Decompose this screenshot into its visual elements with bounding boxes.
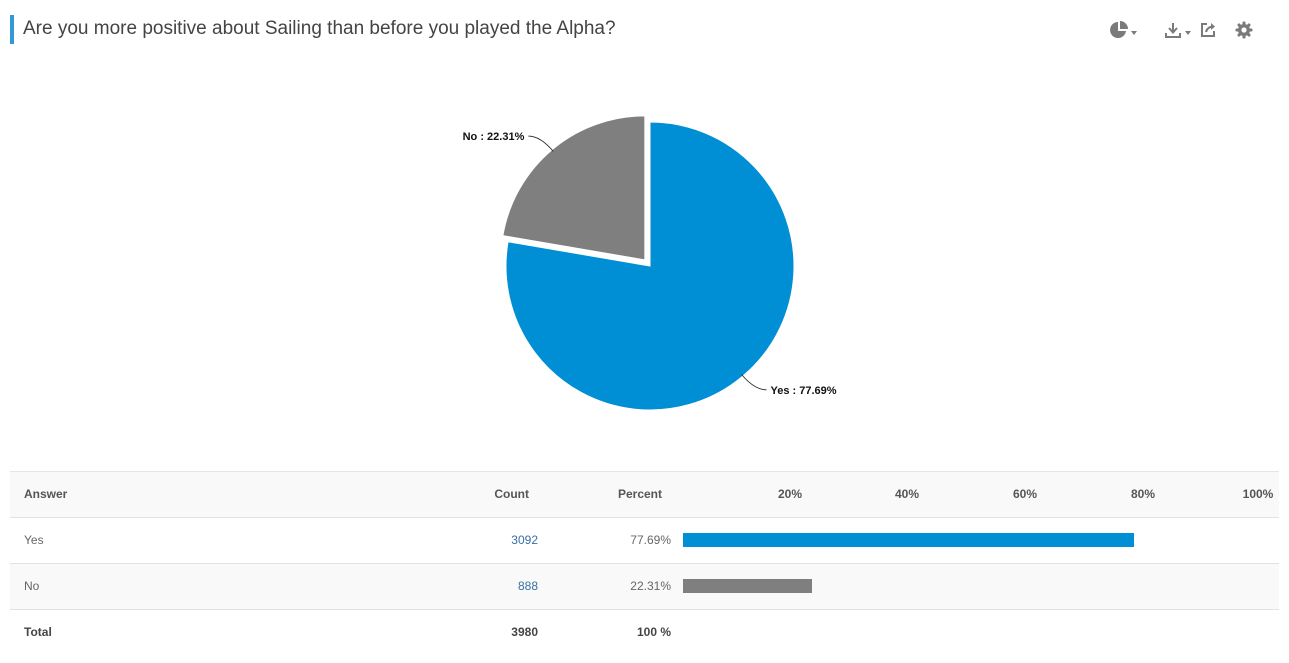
axis-tick-80: 80% [1130, 487, 1156, 501]
download-icon [1165, 23, 1181, 38]
results-table: Answer Count Percent 20% 40% 60% 80% 100… [10, 471, 1279, 655]
count-column-header: Count [494, 487, 529, 501]
table-row-no: No 888 22.31% [10, 564, 1279, 610]
share-button[interactable] [1199, 18, 1217, 42]
settings-button[interactable] [1235, 18, 1253, 42]
title-accent-bar [10, 15, 14, 44]
answer-cell: Yes [24, 533, 44, 547]
chart-type-button[interactable] [1110, 18, 1137, 42]
axis-tick-100: 100% [1242, 487, 1274, 501]
axis-tick-60: 60% [1012, 487, 1038, 501]
download-button[interactable] [1164, 18, 1191, 42]
page-title: Are you more positive about Sailing than… [23, 18, 616, 39]
total-percent: 100 % [636, 625, 671, 639]
total-label: Total [24, 625, 52, 639]
chevron-down-icon [1185, 31, 1191, 35]
total-count: 3980 [511, 625, 538, 639]
percent-cell: 22.31% [630, 579, 671, 593]
share-icon [1201, 23, 1215, 37]
percent-column-header: Percent [617, 487, 662, 501]
answer-column-header: Answer [24, 487, 68, 501]
table-row-yes: Yes 3092 77.69% [10, 518, 1279, 564]
axis-tick-20: 20% [777, 487, 803, 501]
chart-type-icon [1110, 21, 1128, 38]
pie-label-connector [528, 135, 554, 152]
table-header-row: Answer Count Percent 20% 40% 60% 80% 100… [10, 472, 1279, 518]
pie-chart: Yes : 77.69% No : 22.31% [463, 115, 837, 411]
percent-bar-yes [683, 533, 1134, 547]
count-link[interactable]: 888 [517, 579, 538, 593]
gear-icon [1235, 21, 1253, 39]
percent-cell: 77.69% [630, 533, 671, 547]
pie-label-no: No : 22.31% [463, 131, 525, 143]
pie-label-connector [741, 374, 767, 391]
count-link[interactable]: 3092 [511, 533, 538, 547]
percent-bar-no [683, 579, 813, 593]
axis-tick-40: 40% [894, 487, 920, 501]
pie-label-yes: Yes : 77.69% [770, 385, 836, 397]
table-total-row: Total 3980 100 % [10, 610, 1279, 655]
chevron-down-icon [1131, 31, 1137, 35]
chart-header: Are you more positive about Sailing than… [10, 15, 1280, 45]
answer-cell: No [24, 579, 40, 593]
